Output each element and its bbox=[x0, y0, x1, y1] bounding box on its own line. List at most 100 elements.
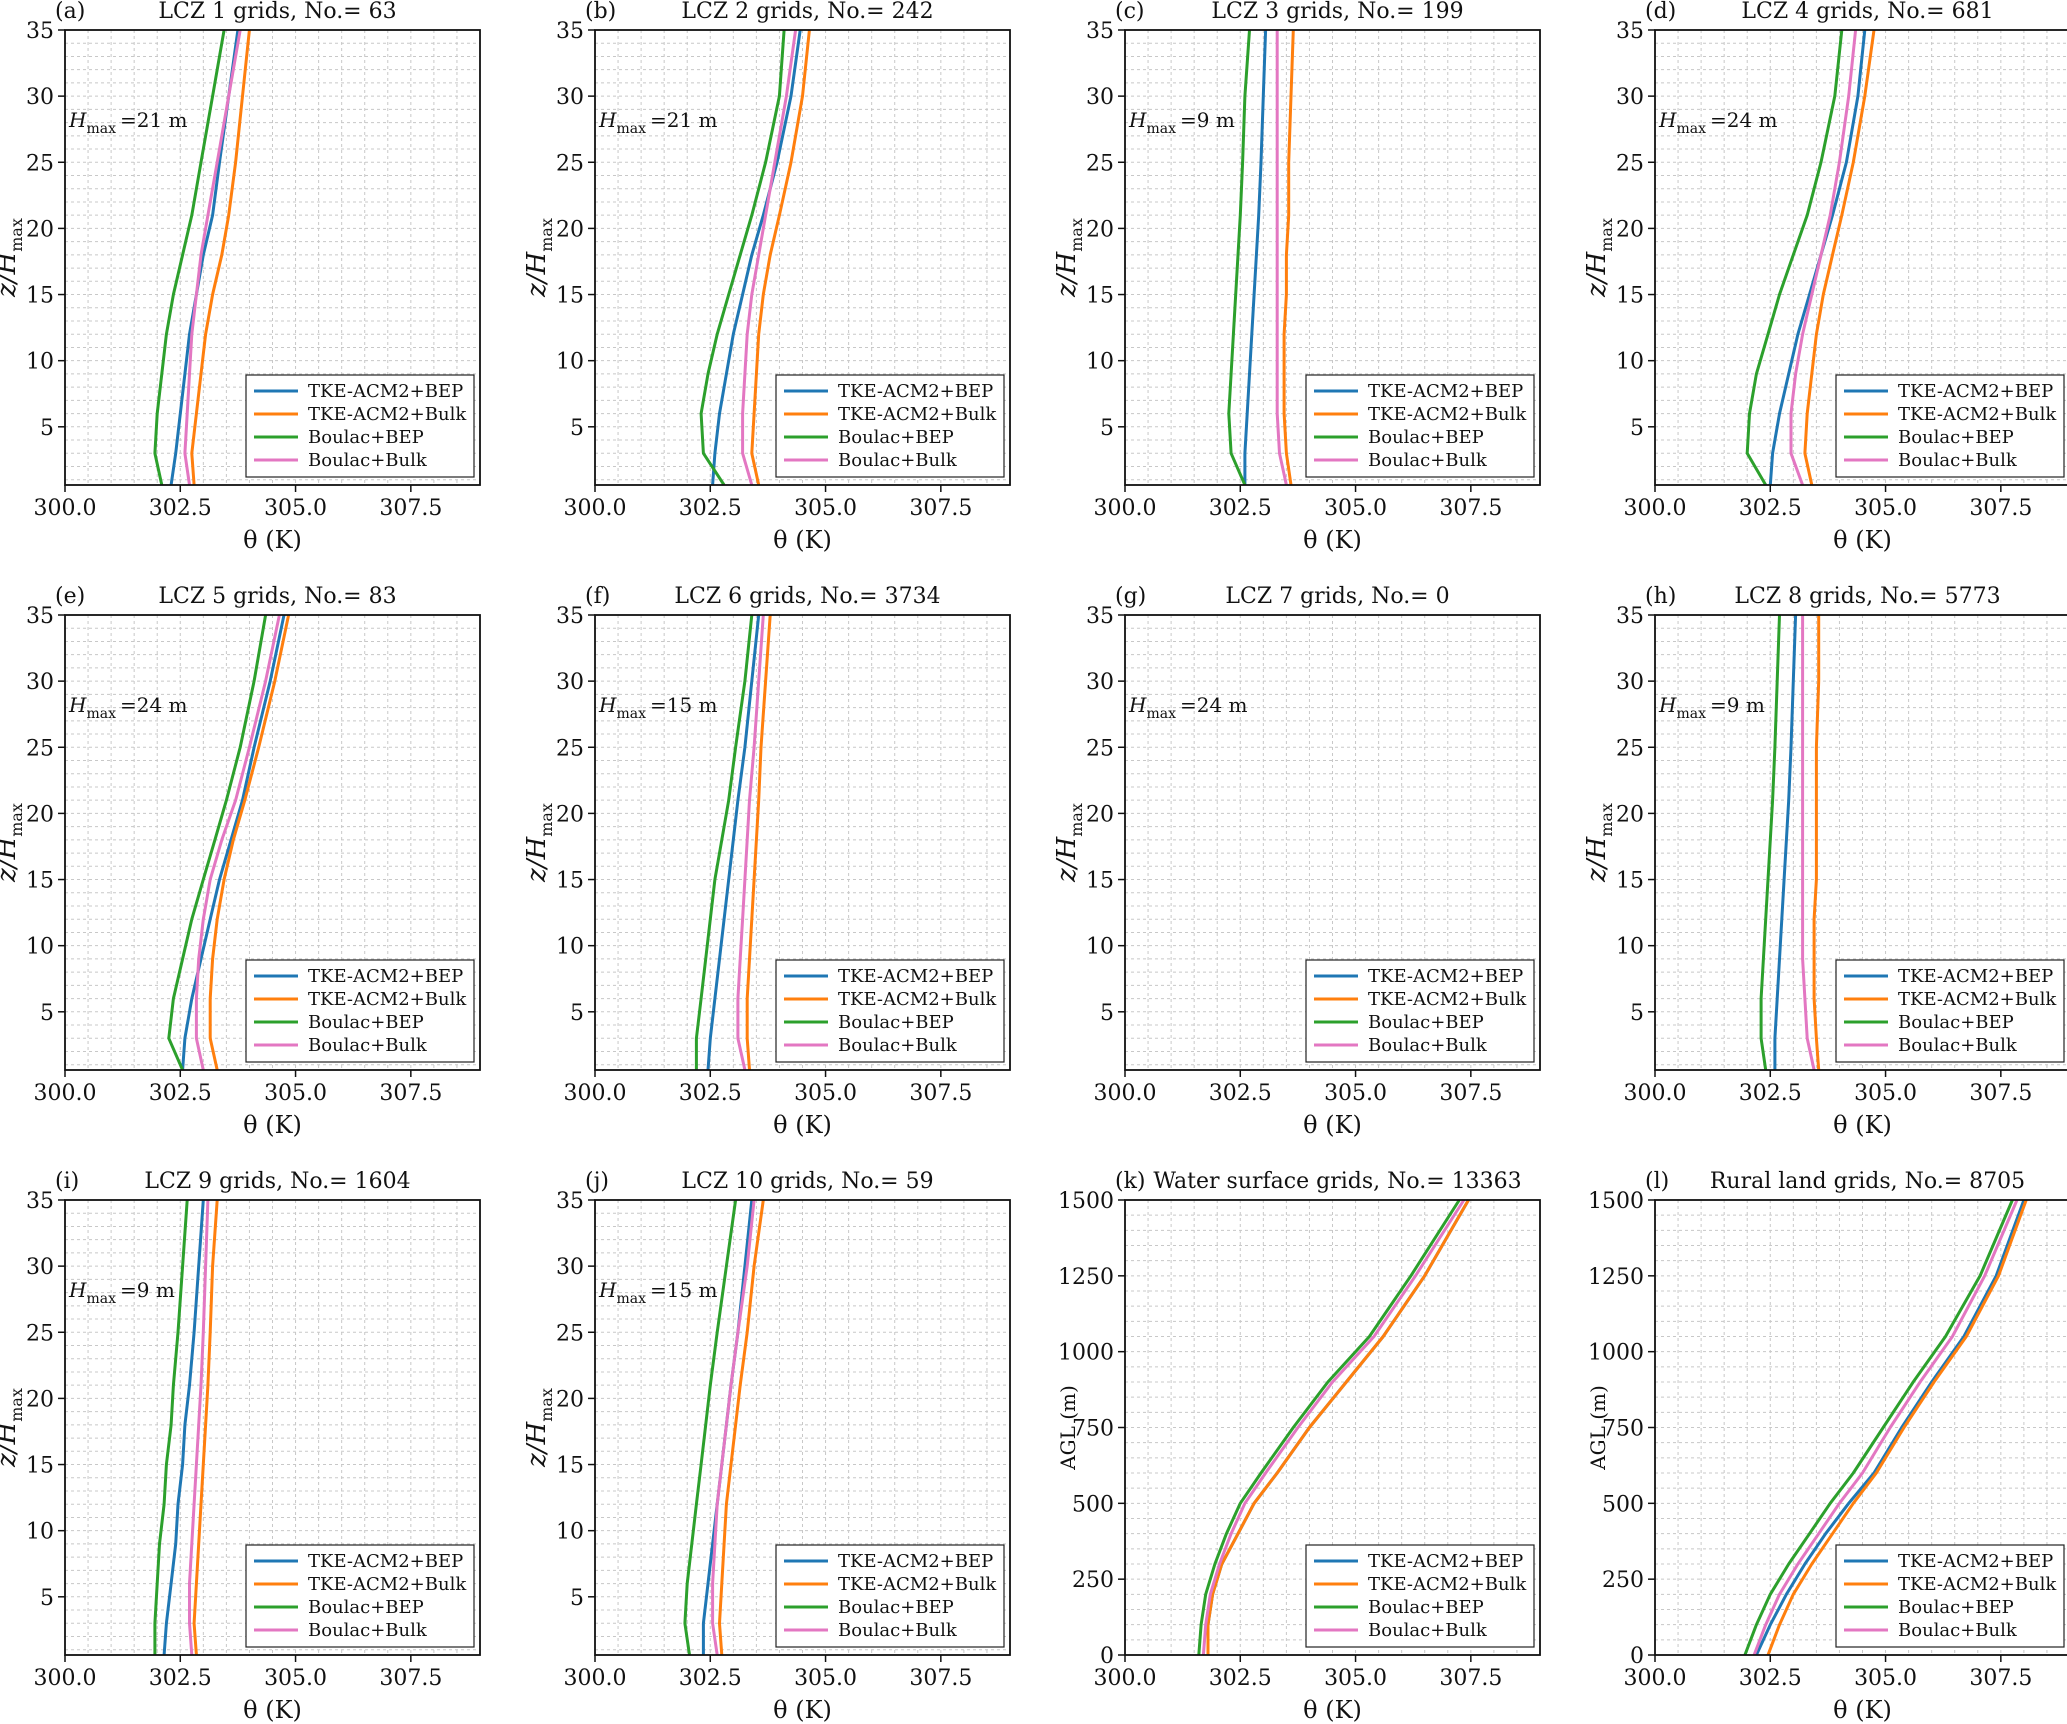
y-tick-label: 250 bbox=[1072, 1568, 1114, 1593]
y-tick-label: 15 bbox=[556, 869, 584, 894]
legend-label: TKE-ACM2+Bulk bbox=[1898, 1574, 2057, 1595]
y-axis-label: z/Hmax bbox=[0, 803, 26, 883]
legend-label: TKE-ACM2+Bulk bbox=[838, 989, 997, 1010]
panel-label: (b) bbox=[585, 0, 616, 24]
x-tick-label: 302.5 bbox=[1739, 1666, 1802, 1691]
x-tick-label: 305.0 bbox=[794, 496, 857, 521]
series-line-boulac-bep bbox=[1743, 1199, 2014, 1656]
legend-label: TKE-ACM2+BEP bbox=[838, 1551, 993, 1572]
panel-j: 300.0 302.5 305.0 307.5 5 10 15 20 25 30 35(j) LCZ … bbox=[522, 1169, 1011, 1724]
series-line-tke-acm2-bulk bbox=[1206, 1199, 1470, 1655]
y-tick-label: 25 bbox=[1086, 736, 1114, 761]
series-line-tke-acm2-bulk bbox=[1766, 1199, 2028, 1656]
hmax-subscript: max bbox=[1146, 121, 1176, 137]
x-tick-label: 302.5 bbox=[679, 1666, 742, 1691]
panel-g: 300.0 302.5 305.0 307.5 5 10 15 20 25 30 35(g) LCZ … bbox=[1052, 584, 1541, 1139]
panel-c: 300.0 302.5 305.0 307.5 5 10 15 20 25 30 35(c) LCZ … bbox=[1052, 0, 1541, 554]
y-axis-label: z/Hmax bbox=[1052, 803, 1086, 883]
hmax-subscript: max bbox=[1676, 706, 1706, 722]
y-tick-label: 35 bbox=[556, 19, 584, 44]
y-axis-label: AGL (m) bbox=[1056, 1385, 1080, 1471]
series-line-boulac-bulk bbox=[183, 29, 242, 486]
panel-label: (f) bbox=[585, 584, 610, 609]
x-tick-label: 300.0 bbox=[564, 1081, 627, 1106]
legend-label: Boulac+BEP bbox=[308, 1597, 424, 1618]
y-tick-label: 0 bbox=[1100, 1644, 1114, 1669]
legend-label: Boulac+Bulk bbox=[308, 1620, 428, 1641]
axes-frame bbox=[64, 614, 481, 1071]
legend: TKE-ACM2+BEPTKE-ACM2+BulkBoulac+BEPBoula… bbox=[775, 959, 1005, 1063]
y-tick-label: 20 bbox=[1086, 217, 1114, 242]
x-axis-label: θ (K) bbox=[1833, 1111, 1892, 1139]
x-tick-label: 307.5 bbox=[379, 1081, 442, 1106]
x-axis-label: θ (K) bbox=[1303, 526, 1362, 554]
panel-title: LCZ 6 grids, No.= 3734 bbox=[674, 584, 940, 609]
hmax-symbol: H bbox=[1128, 693, 1147, 717]
hmax-subscript: max bbox=[616, 121, 646, 137]
y-tick-label: 25 bbox=[26, 151, 54, 176]
y-tick-label: 10 bbox=[26, 350, 54, 375]
x-tick-label: 302.5 bbox=[1739, 1081, 1802, 1106]
x-tick-label: 300.0 bbox=[1624, 496, 1687, 521]
y-tick-label: 5 bbox=[40, 1001, 54, 1026]
series-line-boulac-bulk bbox=[711, 1199, 756, 1656]
panel-title: LCZ 9 grids, No.= 1604 bbox=[144, 1169, 410, 1194]
x-tick-label: 302.5 bbox=[1739, 496, 1802, 521]
y-tick-label: 35 bbox=[556, 1189, 584, 1214]
series-line-tke-acm2-bulk bbox=[192, 1199, 219, 1656]
y-tick-label: 35 bbox=[1616, 19, 1644, 44]
axes-frame bbox=[594, 1199, 1011, 1656]
y-tick-label: 10 bbox=[1086, 350, 1114, 375]
series-line-tke-acm2-bulk bbox=[718, 1199, 765, 1656]
hmax-annotation: Hmax =9 m bbox=[1658, 693, 1765, 722]
x-axis-label: θ (K) bbox=[1303, 1696, 1362, 1724]
y-tick-label: 20 bbox=[26, 1387, 54, 1412]
y-tick-label: 25 bbox=[1616, 736, 1644, 761]
y-axis-label: z/Hmax bbox=[0, 1388, 26, 1468]
series-line-tke-acm2-bep bbox=[1768, 29, 1867, 486]
hmax-symbol: H bbox=[1658, 693, 1677, 717]
panel-h: 300.0 302.5 305.0 307.5 5 10 15 20 25 30 35(h) LCZ … bbox=[1582, 584, 2067, 1139]
y-tick-label: 15 bbox=[26, 1454, 54, 1479]
y-tick-label: 5 bbox=[570, 416, 584, 441]
x-tick-label: 307.5 bbox=[909, 1666, 972, 1691]
hmax-annotation: Hmax =9 m bbox=[68, 1278, 175, 1307]
y-tick-label: 30 bbox=[1086, 670, 1114, 695]
x-tick-label: 307.5 bbox=[1969, 496, 2032, 521]
legend-label: TKE-ACM2+Bulk bbox=[1898, 989, 2057, 1010]
x-tick-label: 300.0 bbox=[1094, 1081, 1157, 1106]
y-tick-label: 25 bbox=[26, 736, 54, 761]
series-line-tke-acm2-bep bbox=[1243, 29, 1268, 485]
y-tick-label: 15 bbox=[1616, 284, 1644, 309]
x-tick-label: 302.5 bbox=[679, 1081, 742, 1106]
panel-title: LCZ 8 grids, No.= 5773 bbox=[1734, 584, 2000, 609]
hmax-subscript: max bbox=[616, 1291, 646, 1307]
x-tick-label: 305.0 bbox=[1854, 1081, 1917, 1106]
y-tick-label: 30 bbox=[1616, 85, 1644, 110]
x-tick-label: 307.5 bbox=[1439, 496, 1502, 521]
y-tick-label: 10 bbox=[556, 1520, 584, 1545]
axes-frame bbox=[594, 614, 1011, 1071]
legend: TKE-ACM2+BEPTKE-ACM2+BulkBoulac+BEPBoula… bbox=[1305, 374, 1535, 478]
x-tick-label: 302.5 bbox=[1209, 1081, 1272, 1106]
y-tick-label: 5 bbox=[570, 1586, 584, 1611]
x-tick-label: 300.0 bbox=[564, 496, 627, 521]
legend-label: TKE-ACM2+BEP bbox=[1898, 381, 2053, 402]
hmax-value: =21 m bbox=[120, 108, 188, 132]
legend-label: TKE-ACM2+BEP bbox=[308, 1551, 463, 1572]
legend-label: Boulac+BEP bbox=[308, 1012, 424, 1033]
x-tick-label: 305.0 bbox=[264, 496, 327, 521]
series-line-boulac-bulk bbox=[1789, 29, 1858, 486]
x-tick-label: 305.0 bbox=[264, 1081, 327, 1106]
series-line-tke-acm2-bep bbox=[1773, 614, 1798, 1070]
x-tick-label: 305.0 bbox=[794, 1081, 857, 1106]
series-line-tke-acm2-bep bbox=[706, 614, 761, 1071]
panel-title: LCZ 2 grids, No.= 242 bbox=[681, 0, 933, 24]
hmax-subscript: max bbox=[86, 706, 116, 722]
hmax-value: =9 m bbox=[120, 1278, 175, 1302]
x-tick-label: 305.0 bbox=[1324, 1081, 1387, 1106]
x-tick-label: 300.0 bbox=[564, 1666, 627, 1691]
x-tick-label: 300.0 bbox=[1624, 1666, 1687, 1691]
legend: TKE-ACM2+BEPTKE-ACM2+BulkBoulac+BEPBoula… bbox=[1305, 1544, 1535, 1648]
y-tick-label: 1250 bbox=[1058, 1265, 1114, 1290]
